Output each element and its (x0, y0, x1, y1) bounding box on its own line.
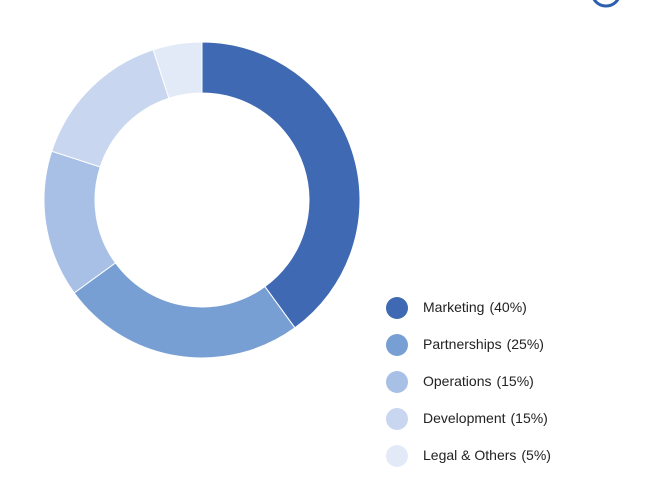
legend-label: Marketing (40%) (423, 299, 527, 315)
legend-label: Legal & Others (5%) (423, 447, 551, 463)
donut-slice (201, 41, 361, 329)
legend-category: Partnerships (423, 336, 502, 352)
legend-category: Marketing (423, 299, 484, 315)
legend-category: Operations (423, 373, 491, 389)
donut-slice (73, 262, 296, 359)
legend-label: Operations (15%) (423, 373, 534, 389)
legend: Marketing (40%) Partnerships (25%) Operation… (386, 297, 551, 467)
donut-slice (152, 41, 203, 99)
legend-swatch (386, 297, 408, 319)
legend-value: (5%) (521, 447, 551, 463)
legend-value: (15%) (511, 410, 548, 426)
legend-swatch (386, 334, 408, 356)
legend-label: Development (15%) (423, 410, 548, 426)
legend-category: Legal & Others (423, 447, 516, 463)
legend-value: (15%) (496, 373, 533, 389)
donut (43, 41, 361, 359)
legend-category: Development (423, 410, 506, 426)
donut-slice (51, 49, 170, 168)
logo-fragment (592, 0, 620, 8)
legend-value: (25%) (507, 336, 544, 352)
legend-swatch (386, 371, 408, 393)
legend-label: Partnerships (25%) (423, 336, 544, 352)
legend-swatch (386, 408, 408, 430)
legend-value: (40%) (489, 299, 526, 315)
legend-swatch (386, 445, 408, 467)
